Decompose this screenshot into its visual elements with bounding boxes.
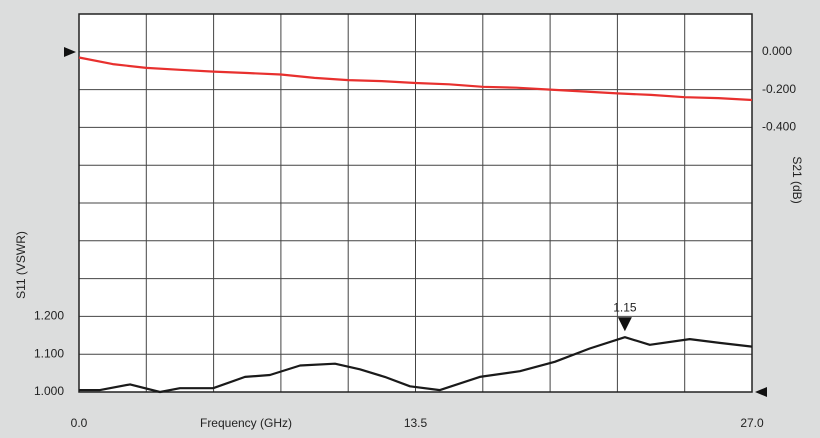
y2-tick-label: -0.200 bbox=[762, 82, 796, 96]
y2-tick-label: 0.000 bbox=[762, 44, 792, 58]
y-axis-label: S11 (VSWR) bbox=[14, 231, 28, 299]
series-line bbox=[79, 336, 753, 394]
y-tick-label: 1.000 bbox=[34, 384, 64, 398]
y-tick-label: 1.100 bbox=[34, 346, 64, 360]
series-line bbox=[78, 56, 753, 102]
marker-triangle bbox=[617, 317, 632, 332]
y2-axis-label: S21 (dB) bbox=[790, 156, 804, 203]
reference-marker bbox=[64, 47, 76, 57]
x-tick-label: 0.0 bbox=[71, 416, 88, 430]
y-tick-label: 1.200 bbox=[34, 309, 64, 323]
annotation-label: 1.15 bbox=[613, 300, 637, 314]
x-tick-label: 13.5 bbox=[404, 416, 428, 430]
y2-tick-label: -0.400 bbox=[762, 120, 796, 134]
x-tick-label: 27.0 bbox=[740, 416, 764, 430]
x-axis-label: Frequency (GHz) bbox=[200, 416, 292, 430]
reference-marker bbox=[755, 387, 767, 397]
plot-border bbox=[78, 13, 753, 393]
